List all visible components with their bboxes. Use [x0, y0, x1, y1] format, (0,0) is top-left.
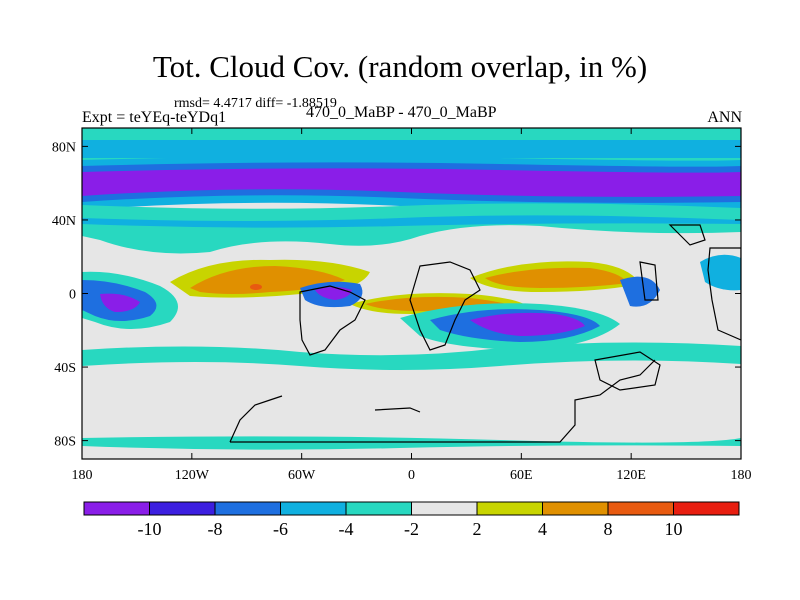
east-pacific-negative-cyan	[700, 254, 741, 291]
colorbar-label: 10	[665, 519, 683, 539]
south-indian-negative-purple	[470, 312, 585, 336]
rmsd-text: rmsd= 4.4717	[174, 96, 252, 111]
y-axis: 80N 40N 0 40S 80S	[52, 140, 741, 450]
antarctic-coast-negative	[82, 436, 741, 450]
x-tick-label: 60E	[510, 468, 533, 483]
colorbar-swatch	[673, 501, 740, 516]
diff-text: diff= -1.88519	[255, 96, 337, 111]
colorbar-label: -8	[208, 519, 223, 539]
plot-title: Tot. Cloud Cov. (random overlap, in %)	[152, 49, 648, 84]
africa-outline	[409, 261, 481, 351]
colorbar-swatch	[149, 501, 216, 516]
colorbar-label: 8	[604, 519, 613, 539]
maritime-continent-outline	[639, 261, 659, 301]
x-tick-label: 180	[731, 468, 752, 483]
antarctica-outline	[230, 359, 656, 443]
y-tick-label: 40N	[52, 214, 76, 229]
x-tick-label: 180	[72, 468, 93, 483]
maritime-negative-blue	[620, 276, 660, 307]
colorbar-swatch	[607, 501, 674, 516]
colorbar-label: -2	[404, 519, 419, 539]
x-tick-label: 0	[408, 468, 415, 483]
colorbar-label: -6	[273, 519, 288, 539]
australia-outline	[594, 351, 661, 391]
north-pacific-positive-red	[250, 284, 262, 290]
colorbar-label: -10	[138, 519, 162, 539]
america-west-outline	[707, 247, 741, 341]
colorbar-swatch	[345, 501, 412, 516]
y-tick-label: 40S	[54, 361, 76, 376]
colorbar-swatch	[411, 501, 478, 516]
y-tick-label: 80N	[52, 140, 76, 155]
x-axis: 180 120W 60W 0 60E 120E 180	[72, 128, 752, 483]
colorbar-swatch	[214, 501, 281, 516]
x-tick-label: 120E	[616, 468, 646, 483]
y-tick-label: 0	[69, 288, 76, 303]
x-tick-label: 120W	[175, 468, 210, 483]
colorbar-swatch	[83, 501, 150, 516]
y-tick-label: 80S	[54, 435, 76, 450]
north-midlat-cyan	[82, 215, 741, 228]
arctic-band-cyan	[82, 140, 741, 158]
continent-outlines	[229, 224, 741, 443]
north-pacific-outline	[668, 224, 706, 246]
colorbar-swatch	[476, 501, 543, 516]
colorbar-label: 4	[538, 519, 547, 539]
season-label: ANN	[707, 109, 742, 126]
south-america-outline	[299, 285, 366, 356]
cases-label: 470_0_MaBP - 470_0_MaBP	[306, 104, 497, 121]
colorbar-swatch	[280, 501, 347, 516]
colorbar-label: 2	[473, 519, 482, 539]
asia-positive-orange	[485, 267, 628, 288]
antarctic-islands-outline	[374, 407, 421, 413]
southern-ocean-negative	[82, 342, 741, 370]
west-pacific-negative-purple	[100, 293, 140, 312]
colorbar-swatch	[542, 501, 609, 516]
stats-line: rmsd= 4.4717 diff= -1.88519	[174, 96, 337, 112]
colorbar: -10 -8 -6 -4 -2 2 4 8 10	[83, 501, 740, 539]
antarctica-west-outline	[229, 395, 283, 443]
x-tick-label: 60W	[288, 468, 316, 483]
colorbar-label: -4	[339, 519, 354, 539]
north-band-purple	[82, 168, 741, 197]
experiment-label: Expt = teYEq-teYDq1	[82, 109, 227, 126]
